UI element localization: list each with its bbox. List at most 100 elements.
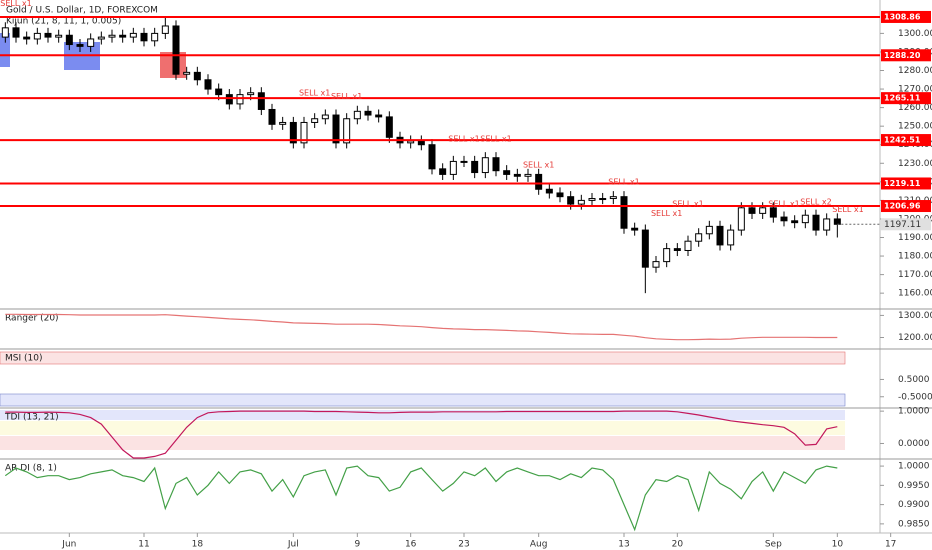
panel-title: TDI (13, 21) (4, 413, 59, 423)
y-tick-label: 1.0000 (898, 462, 930, 472)
x-tick-label: 16 (405, 540, 417, 550)
level-label: 1242.51 (884, 136, 921, 145)
candle-body (225, 94, 233, 105)
annotation: SELL x2 (800, 198, 831, 207)
candle-body (631, 227, 639, 231)
indicator-label: Kijun (21, 8, 11, 1, 0.005) (6, 17, 121, 27)
candle-body (311, 118, 319, 123)
annotation: SELL x1 (523, 161, 554, 170)
y-tick-label: 1270.00 (898, 85, 932, 95)
x-tick-label: Jul (287, 540, 299, 550)
candle-body (343, 118, 351, 144)
candle-body (385, 116, 393, 138)
candle-body (375, 114, 383, 118)
candle-body (183, 71, 191, 75)
candle-body (1, 27, 9, 38)
candle-body (353, 110, 361, 120)
x-tick-label: 10 (832, 540, 844, 550)
candle-body (503, 170, 511, 175)
candle-body (321, 114, 329, 120)
candle-body (577, 199, 585, 205)
candle-body (172, 25, 180, 75)
candle-body (439, 168, 447, 175)
chart-title: Gold / U.S. Dollar, 1D, FOREXCOM (6, 6, 158, 16)
candle-body (279, 121, 287, 125)
band (0, 436, 845, 450)
candle-body (513, 173, 521, 177)
candle-body (204, 79, 212, 90)
level-label-box (881, 92, 931, 105)
indicator-line (4, 465, 838, 532)
last-price-label: 1197.11 (884, 220, 921, 230)
candle-body (364, 110, 372, 116)
candle-body (129, 32, 137, 38)
candle-body (108, 34, 116, 38)
msi-bands (0, 351, 846, 407)
annotation: SELL x1 (768, 200, 799, 209)
candle-body (193, 71, 201, 81)
candle-body (236, 94, 244, 105)
candle-body (545, 188, 553, 194)
level-label-box (881, 134, 931, 147)
candle-body (65, 34, 73, 46)
candle-body (76, 44, 84, 47)
y-tick-label: 1170.00 (898, 270, 932, 280)
band (0, 393, 846, 407)
candle-body (300, 121, 308, 144)
x-tick-label: 13 (618, 540, 629, 550)
y-tick-label: 1260.00 (898, 103, 932, 113)
candle-body (556, 192, 564, 198)
candle-body (492, 157, 500, 172)
candle-body (55, 34, 63, 38)
y-tick-label: 0.0000 (898, 439, 930, 449)
candle-body (599, 198, 607, 201)
candle-body (812, 214, 820, 231)
x-tick-label: 11 (138, 540, 149, 550)
band (0, 351, 846, 365)
candle-body (97, 36, 105, 40)
y-tick-label: 1280.00 (898, 66, 932, 76)
level-label-box (881, 10, 931, 23)
x-tick-label: Aug (530, 540, 548, 550)
level-label: 1206.96 (884, 202, 921, 211)
candle-body (716, 225, 724, 246)
zone-box (0, 33, 10, 67)
x-tick-label: 17 (885, 540, 896, 550)
y-tick-label: 1300.0000 (898, 311, 932, 321)
annotation: SELL x1 (608, 177, 639, 186)
candle-body (215, 88, 223, 96)
candle-body (748, 207, 756, 214)
annotation: SELL x1 (299, 88, 330, 97)
candle-body (535, 173, 543, 190)
candle-body (705, 225, 713, 235)
candle-body (588, 198, 596, 201)
panel-title: AR DI (8, 1) (5, 464, 57, 474)
candle-body (620, 196, 628, 229)
candle-body (769, 207, 777, 218)
y-tick-label: 1200.0000 (898, 333, 932, 343)
panel-title: MSI (10) (5, 354, 42, 364)
candle-body (641, 229, 649, 268)
y-tick-label: 0.9850 (898, 519, 930, 529)
y-tick-label: 1190.00 (898, 233, 932, 243)
y-tick-label: 1180.00 (898, 252, 932, 262)
candle-body (567, 196, 575, 205)
candle-body (695, 233, 703, 242)
candle-body (87, 38, 95, 47)
candle-body (12, 27, 20, 38)
level-label: 1308.86 (884, 12, 921, 21)
indicator-line (5, 410, 838, 459)
candle-body (33, 32, 41, 40)
candle-body (23, 36, 31, 40)
candle-body (791, 220, 799, 224)
indicator-line (5, 313, 838, 341)
level-label: 1288.20 (884, 51, 921, 60)
candle-body (44, 32, 52, 38)
candle-body (801, 214, 809, 224)
x-tick-label: 23 (458, 540, 469, 550)
annotation: SELL x1 (331, 92, 362, 101)
panel-title: Ranger (20) (5, 314, 59, 324)
candle-body (684, 240, 692, 251)
